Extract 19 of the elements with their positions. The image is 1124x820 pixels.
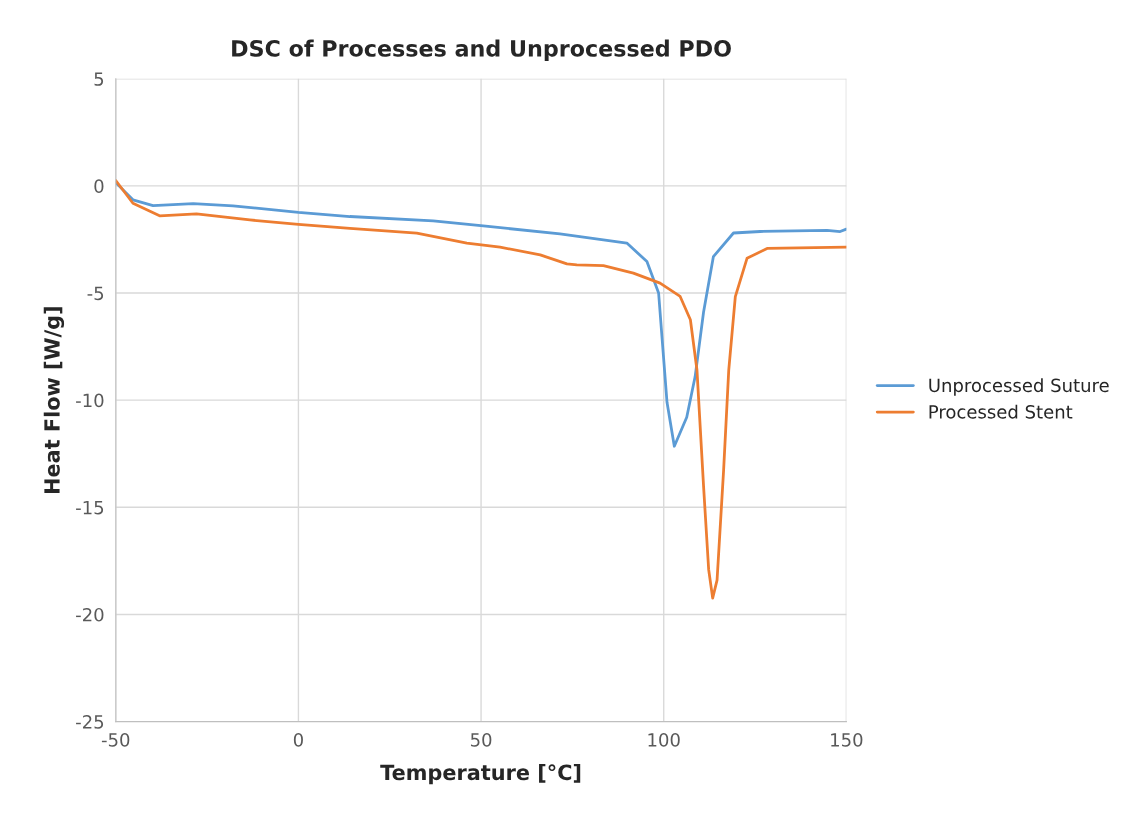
y-tick-label: -25 <box>76 715 104 729</box>
x-axis-title: Temperature [°C] <box>380 764 581 785</box>
y-tick-label: 5 <box>94 72 104 86</box>
x-tick-label: 150 <box>831 733 863 747</box>
y-tick-label: -20 <box>76 607 104 622</box>
y-tick-label: -15 <box>76 501 104 515</box>
y-axis-title: Heat Flow [W/g] <box>43 307 65 494</box>
line-series <box>115 181 847 448</box>
y-tick-label: -10 <box>76 393 104 408</box>
x-tick-label: 100 <box>648 733 680 747</box>
x-tick-label: -50 <box>101 733 130 747</box>
x-tick-label: 0 <box>293 733 303 747</box>
y-tick-label: 0 <box>94 179 104 193</box>
chart-title: DSC of Processes and Unprocessed PDO <box>232 39 731 62</box>
legend-label: Unprocessed Suture <box>929 378 1109 396</box>
legend-label: Processed Stent <box>929 404 1073 419</box>
x-tick-label: 50 <box>470 733 492 747</box>
line-series <box>115 179 847 600</box>
y-tick-label: -5 <box>87 286 104 301</box>
